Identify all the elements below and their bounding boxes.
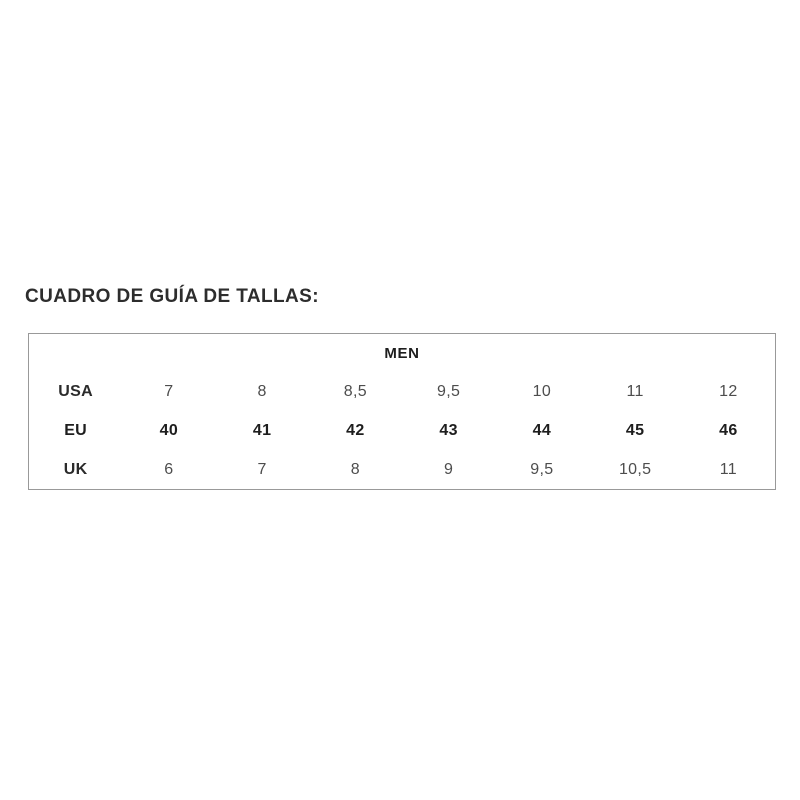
size-cell: 7 xyxy=(164,382,174,400)
size-cell: 44 xyxy=(532,421,552,439)
size-cell: 10 xyxy=(532,382,552,400)
size-cell: 42 xyxy=(346,421,365,439)
size-cell: 45 xyxy=(625,421,645,439)
table-row-eu: EU 40 41 42 43 44 45 46 xyxy=(29,411,775,450)
row-label: UK xyxy=(63,460,88,478)
table-row-uk: UK 6 7 8 9 9,5 10,5 11 xyxy=(29,450,775,489)
size-cell: 9 xyxy=(444,460,454,478)
size-cell: 10,5 xyxy=(618,460,652,478)
table-group-header: MEN xyxy=(384,344,420,362)
size-cell: 12 xyxy=(719,382,738,400)
size-cell: 40 xyxy=(159,421,179,439)
row-label: EU xyxy=(64,421,88,439)
size-cell: 8 xyxy=(350,460,360,478)
size-table: MEN USA 7 8 8,5 9,5 10 11 12 EU 40 41 42… xyxy=(28,333,776,490)
page-title: CUADRO DE GUÍA DE TALLAS: xyxy=(25,286,319,307)
size-cell: 43 xyxy=(439,421,458,439)
size-cell: 46 xyxy=(719,421,738,439)
row-label: USA xyxy=(58,382,93,400)
size-cell: 9,5 xyxy=(530,460,554,478)
table-row-usa: USA 7 8 8,5 9,5 10 11 12 xyxy=(29,372,775,411)
size-cell: 9,5 xyxy=(437,382,461,400)
size-cell: 11 xyxy=(719,460,737,478)
size-cell: 8 xyxy=(257,382,267,400)
size-cell: 11 xyxy=(626,382,644,400)
size-cell: 7 xyxy=(257,460,267,478)
size-cell: 41 xyxy=(252,421,272,439)
size-cell: 6 xyxy=(164,460,174,478)
size-cell: 8,5 xyxy=(343,382,367,400)
